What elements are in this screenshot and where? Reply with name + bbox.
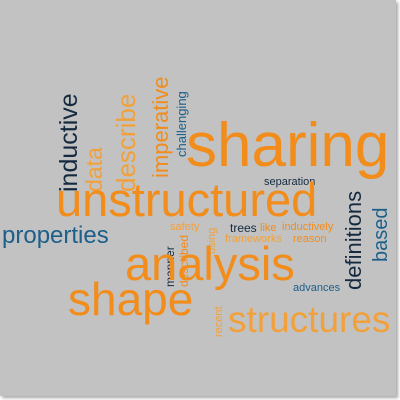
word-advances: advances xyxy=(293,282,341,294)
word-separation: separation xyxy=(264,176,316,188)
word-sharing: sharing xyxy=(186,111,390,180)
word-structures: structures xyxy=(228,299,391,340)
word-frameworks: frameworks xyxy=(225,233,282,245)
word-recent: recent xyxy=(213,306,225,337)
word-inductively: inductively xyxy=(282,221,334,233)
word-shape: shape xyxy=(68,273,194,325)
word-definitions: definitions xyxy=(341,190,366,290)
word-based: based xyxy=(370,207,392,263)
word-reason: reason xyxy=(293,233,327,245)
word-trees: trees xyxy=(230,221,257,235)
word-safety: safety xyxy=(170,221,200,233)
word-like: like xyxy=(260,222,277,234)
word-properties: properties xyxy=(2,222,109,249)
word-imperative: imperative xyxy=(148,76,173,178)
word-analysis: analysis xyxy=(125,237,295,290)
word-unstructured: unstructured xyxy=(56,173,318,226)
